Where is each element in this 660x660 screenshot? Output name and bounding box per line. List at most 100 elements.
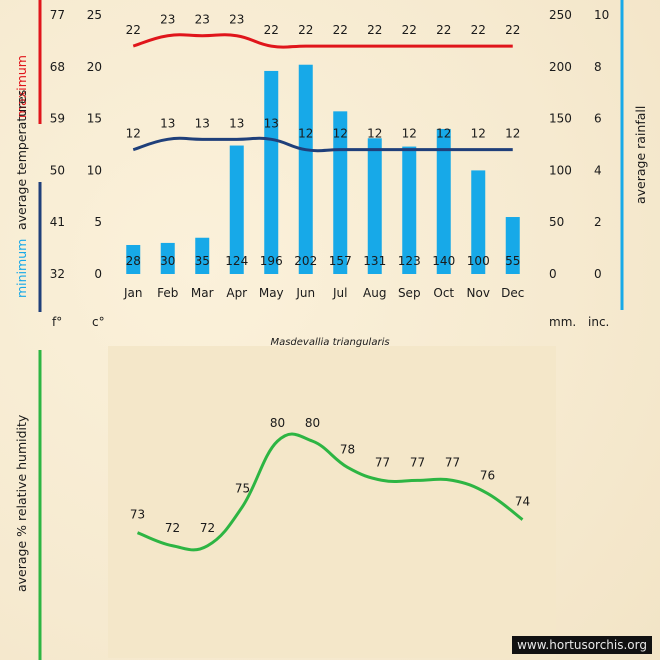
humidity-value-label: 75: [235, 482, 250, 496]
rainfall-bar: [505, 217, 520, 274]
month-tick: Aug: [363, 286, 386, 300]
minimum-value-label: 13: [229, 116, 244, 130]
rainfall-bar: [229, 145, 244, 274]
humidity-panel: [108, 346, 556, 658]
fahrenheit-unit-label: f°: [52, 315, 62, 329]
inches-unit-label: inc.: [588, 315, 609, 329]
minimum-value-label: 12: [367, 127, 382, 141]
maximum-value-label: 22: [367, 23, 382, 37]
rainfall-value-label: 157: [329, 254, 352, 268]
celsius-tick: 25: [87, 8, 102, 22]
rainfall-bar: [160, 242, 175, 274]
maximum-value-label: 22: [436, 23, 451, 37]
rainfall-value-label: 123: [398, 254, 421, 268]
month-tick: Feb: [157, 286, 178, 300]
month-tick: Jan: [123, 286, 143, 300]
month-tick: Mar: [191, 286, 214, 300]
species-caption: Masdevallia triangularis: [270, 337, 389, 348]
maximum-temperature-line: [132, 33, 513, 49]
minimum-value-label: 12: [333, 127, 348, 141]
minimum-value-label: 12: [298, 127, 313, 141]
month-tick: Nov: [467, 286, 490, 300]
fahrenheit-tick: 59: [50, 112, 65, 126]
humidity-value-label: 80: [270, 416, 285, 430]
maximum-value-label: 22: [264, 23, 279, 37]
fahrenheit-tick: 77: [50, 8, 65, 22]
inches-tick: 2: [594, 215, 602, 229]
rainfall-bar: [298, 64, 313, 274]
maximum-value-label: 22: [298, 23, 313, 37]
mm-unit-label: mm.: [549, 315, 576, 329]
rainfall-value-label: 30: [160, 254, 175, 268]
celsius-tick: 20: [87, 60, 102, 74]
inches-tick: 4: [594, 163, 602, 177]
humidity-value-label: 77: [445, 455, 460, 469]
maximum-value-label: 23: [160, 13, 175, 27]
rainfall-value-label: 131: [363, 254, 386, 268]
rainfall-value-label: 140: [432, 254, 455, 268]
inches-tick: 6: [594, 112, 602, 126]
humidity-value-label: 76: [480, 468, 495, 482]
humidity-value-label: 80: [305, 416, 320, 430]
average-rainfall-label: average rainfall: [633, 106, 648, 204]
maximum-label: maximum: [14, 55, 29, 118]
month-tick: Apr: [226, 286, 247, 300]
humidity-axis-label: average % relative humidity: [14, 414, 29, 592]
minimum-label: minimum: [14, 239, 29, 298]
minimum-value-label: 12: [505, 127, 520, 141]
fahrenheit-tick: 68: [50, 60, 65, 74]
humidity-value-label: 77: [375, 455, 390, 469]
rainfall-bar: [264, 70, 279, 274]
maximum-value-label: 23: [229, 13, 244, 27]
month-tick: May: [259, 286, 284, 300]
average-temperatures-label: average temperatures: [14, 90, 29, 230]
rainfall-bar: [436, 128, 451, 274]
humidity-value-label: 74: [515, 495, 530, 509]
month-tick: Jul: [332, 286, 347, 300]
month-tick: Sep: [398, 286, 421, 300]
celsius-tick: 15: [87, 112, 102, 126]
mm-tick: 100: [549, 163, 572, 177]
humidity-value-label: 72: [165, 521, 180, 535]
rainfall-value-label: 202: [294, 254, 317, 268]
maximum-value-label: 22: [126, 23, 141, 37]
celsius-tick: 10: [87, 163, 102, 177]
minimum-value-label: 12: [126, 127, 141, 141]
humidity-value-label: 72: [200, 521, 215, 535]
rainfall-value-label: 55: [505, 254, 520, 268]
rainfall-value-label: 124: [225, 254, 248, 268]
rainfall-bar: [471, 170, 486, 274]
celsius-unit-label: c°: [92, 315, 105, 329]
mm-tick: 250: [549, 8, 572, 22]
fahrenheit-tick: 41: [50, 215, 65, 229]
fahrenheit-tick: 32: [50, 267, 65, 281]
inches-tick: 10: [594, 8, 609, 22]
minimum-value-label: 12: [471, 127, 486, 141]
humidity-value-label: 73: [130, 508, 145, 522]
mm-tick: 150: [549, 112, 572, 126]
watermark: www.hortusorchis.org: [512, 636, 652, 654]
rainfall-value-label: 28: [126, 254, 141, 268]
mm-tick: 50: [549, 215, 564, 229]
maximum-value-label: 22: [471, 23, 486, 37]
maximum-value-label: 22: [333, 23, 348, 37]
mm-tick: 200: [549, 60, 572, 74]
maximum-value-label: 23: [195, 13, 210, 27]
mm-tick: 0: [549, 267, 557, 281]
humidity-value-label: 77: [410, 455, 425, 469]
inches-tick: 0: [594, 267, 602, 281]
month-tick: Dec: [501, 286, 524, 300]
fahrenheit-tick: 50: [50, 163, 65, 177]
celsius-tick: 0: [94, 267, 102, 281]
minimum-value-label: 13: [264, 116, 279, 130]
rainfall-bar: [195, 237, 210, 274]
month-tick: Oct: [433, 286, 454, 300]
rainfall-value-label: 196: [260, 254, 283, 268]
humidity-value-label: 78: [340, 442, 355, 456]
rainfall-bar: [126, 244, 141, 274]
rainfall-value-label: 35: [195, 254, 210, 268]
humidity-line: [136, 432, 524, 552]
minimum-value-label: 13: [160, 116, 175, 130]
rainfall-value-label: 100: [467, 254, 490, 268]
